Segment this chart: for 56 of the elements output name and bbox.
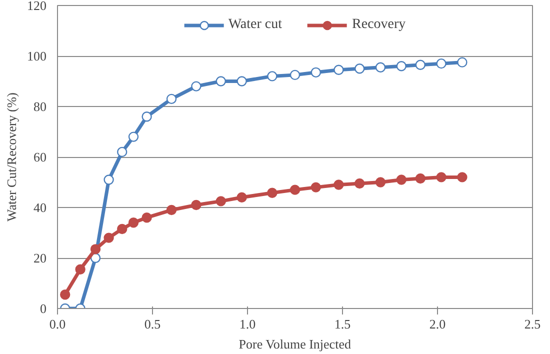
y-tick-label: 0	[40, 301, 46, 316]
point	[415, 173, 426, 184]
point	[290, 70, 300, 80]
y-tick-label: 60	[34, 150, 46, 164]
point	[396, 174, 406, 185]
point	[191, 81, 202, 92]
x-tick-label: 0.0	[49, 316, 66, 332]
y-tick-label: 120	[27, 0, 46, 13]
point	[60, 290, 70, 300]
y-tick-label: 20	[34, 250, 46, 266]
x-tick-label: 2.5	[524, 316, 541, 332]
y-tick-label: 40	[34, 200, 46, 215]
point	[216, 76, 226, 86]
point	[436, 172, 446, 182]
point	[415, 60, 426, 70]
point	[457, 172, 468, 182]
point	[166, 204, 177, 216]
point	[166, 94, 177, 104]
point	[375, 177, 386, 188]
point	[310, 67, 321, 78]
point	[354, 64, 365, 74]
point	[267, 188, 278, 198]
y-tick-label: 100	[27, 48, 46, 64]
point	[396, 61, 406, 72]
point	[75, 264, 86, 274]
x-tick-label: 1.5	[334, 316, 351, 332]
point	[142, 112, 152, 122]
point	[334, 180, 344, 190]
point	[117, 224, 128, 234]
point	[117, 146, 128, 158]
y-axis-title: Water Cut/Recovery (%)	[4, 92, 19, 222]
point	[267, 71, 278, 82]
point	[128, 218, 139, 228]
point	[104, 174, 114, 185]
x-tick-label: 1.0	[239, 316, 256, 332]
point	[128, 132, 139, 142]
x-axis-title: Pore Volume Injected	[238, 336, 352, 352]
point	[290, 184, 300, 195]
point	[334, 64, 344, 75]
point	[457, 57, 468, 68]
point	[142, 212, 152, 223]
legend-label: Water cut	[228, 17, 282, 33]
point	[90, 244, 101, 254]
x-tick-label: 0.5	[144, 316, 161, 332]
point	[104, 232, 114, 243]
point	[236, 76, 247, 86]
point	[216, 196, 226, 206]
y-tick-label: 80	[34, 99, 46, 114]
legend-label: Recovery	[352, 17, 406, 33]
point	[236, 192, 247, 202]
point	[191, 200, 202, 210]
point	[310, 182, 321, 192]
x-tick-label: 2.0	[429, 316, 446, 332]
point	[436, 58, 446, 69]
point	[354, 178, 365, 189]
point	[375, 62, 386, 72]
